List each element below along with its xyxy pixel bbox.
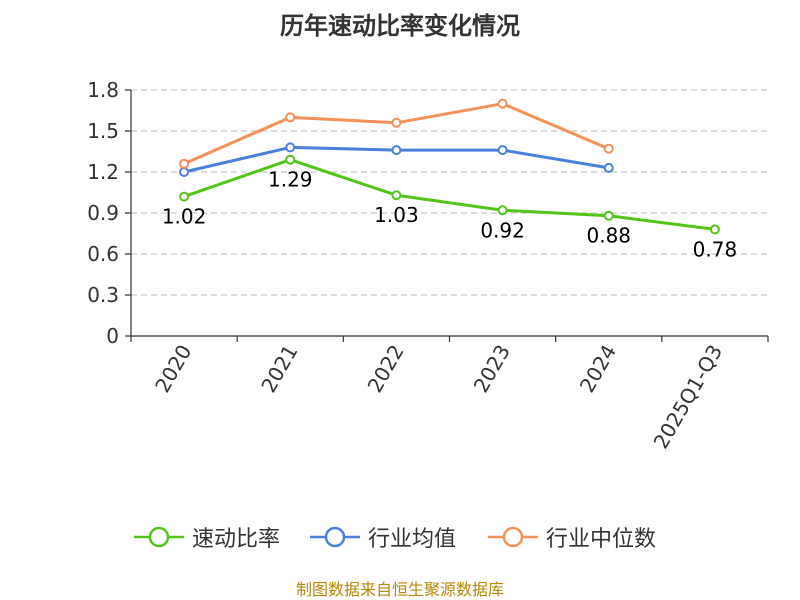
legend: 速动比率 行业均值 行业中位数	[0, 520, 800, 554]
y-tick-label: 0.9	[87, 201, 119, 225]
series-layer	[179, 98, 720, 235]
data-point	[179, 158, 190, 169]
data-point	[603, 210, 614, 221]
legend-item[interactable]: 行业均值	[310, 520, 456, 554]
legend-marker-icon	[134, 526, 184, 548]
x-tick-label: 2023	[469, 341, 515, 397]
data-point	[179, 191, 190, 202]
data-labels: 1.02 1.29 1.03 0.92 0.88 0.78	[162, 168, 737, 262]
series-0	[179, 154, 720, 235]
x-tick-label: 2022	[363, 341, 409, 397]
y-tick-label: 1.8	[87, 78, 119, 102]
chart-title: 历年速动比率变化情况	[280, 12, 520, 40]
data-point	[391, 117, 402, 128]
legend-label: 速动比率	[192, 527, 281, 552]
source-note: 制图数据来自恒生聚源数据库	[295, 580, 504, 599]
line-chart: 0 0.3 0.6 0.9 1.2 1.5 1.8 2020 2021 2022 2023 2024 2…	[87, 78, 769, 453]
legend-label: 行业中位数	[546, 527, 657, 552]
data-point	[391, 190, 402, 201]
x-tick-label: 2025Q1-Q3	[649, 341, 728, 453]
legend-marker-icon	[488, 526, 538, 548]
data-point	[497, 145, 508, 156]
data-point	[709, 224, 720, 235]
data-point	[285, 154, 296, 165]
legend-item[interactable]: 行业中位数	[488, 520, 656, 554]
data-label: 1.29	[268, 168, 313, 192]
y-tick-label: 1.2	[87, 160, 119, 184]
series-2	[179, 98, 614, 169]
data-label: 0.92	[480, 218, 525, 242]
series-1	[179, 142, 614, 177]
data-label: 1.02	[162, 205, 207, 229]
axes: 0 0.3 0.6 0.9 1.2 1.5 1.8 2020 2021 2022 2023 2024 2…	[87, 78, 769, 453]
data-point	[603, 143, 614, 154]
data-point	[603, 162, 614, 173]
data-point	[285, 142, 296, 153]
x-tick-label: 2020	[150, 341, 196, 397]
x-tick-label: 2021	[256, 341, 302, 397]
legend-label: 行业均值	[368, 527, 457, 552]
y-tick-label: 0.6	[87, 242, 119, 266]
y-tick-label: 0.3	[87, 283, 119, 307]
data-point	[285, 112, 296, 123]
legend-marker-icon	[310, 526, 360, 548]
x-tick-label: 2024	[575, 341, 621, 397]
data-point	[179, 167, 190, 177]
y-tick-label: 0	[106, 324, 119, 348]
gridlines	[131, 89, 768, 296]
series-line	[183, 158, 716, 231]
data-point	[391, 145, 402, 156]
legend-item[interactable]: 速动比率	[134, 520, 280, 554]
data-point	[497, 205, 508, 216]
data-label: 0.88	[586, 224, 631, 248]
data-label: 1.03	[374, 203, 419, 227]
y-tick-label: 1.5	[87, 119, 119, 143]
data-label: 0.78	[693, 237, 738, 261]
data-point	[497, 98, 508, 109]
